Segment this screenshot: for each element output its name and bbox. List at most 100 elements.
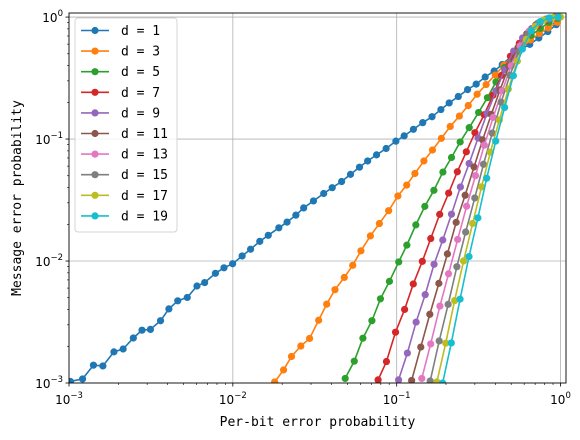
data-point bbox=[479, 160, 488, 168]
data-point bbox=[421, 291, 429, 299]
data-point bbox=[442, 339, 450, 347]
data-point bbox=[99, 362, 107, 370]
data-point bbox=[469, 219, 477, 228]
data-point bbox=[183, 293, 191, 302]
data-point bbox=[220, 264, 228, 272]
data-point bbox=[463, 85, 472, 94]
data-point bbox=[445, 99, 453, 107]
data-point bbox=[256, 237, 264, 245]
data-point bbox=[439, 168, 447, 176]
data-point bbox=[462, 148, 470, 156]
data-point bbox=[300, 204, 308, 212]
data-point bbox=[454, 92, 462, 101]
data-point bbox=[443, 250, 452, 258]
data-point bbox=[401, 305, 409, 314]
data-point bbox=[409, 125, 418, 133]
data-point bbox=[315, 316, 323, 324]
legend-label: d = 7 bbox=[121, 86, 160, 101]
data-point bbox=[420, 157, 428, 165]
data-point bbox=[430, 186, 438, 194]
data-point bbox=[483, 94, 492, 102]
data-point bbox=[78, 375, 87, 383]
data-point bbox=[138, 326, 146, 334]
data-point bbox=[165, 305, 173, 313]
data-point bbox=[368, 317, 376, 325]
data-point bbox=[427, 234, 435, 243]
data-point bbox=[451, 296, 459, 305]
data-point bbox=[409, 280, 417, 288]
data-point bbox=[509, 72, 517, 80]
data-point bbox=[375, 219, 383, 228]
legend-swatch-marker bbox=[91, 109, 99, 117]
data-point bbox=[471, 172, 480, 180]
data-point bbox=[338, 177, 346, 186]
data-point bbox=[454, 235, 462, 244]
legend-swatch-marker bbox=[91, 47, 99, 55]
data-point bbox=[456, 295, 464, 303]
data-point bbox=[482, 80, 490, 89]
data-point bbox=[156, 317, 165, 325]
data-point bbox=[412, 318, 420, 326]
data-point bbox=[518, 45, 526, 53]
legend-label: d = 3 bbox=[121, 45, 160, 60]
data-point bbox=[433, 378, 441, 383]
data-point bbox=[436, 210, 444, 218]
x-tick-label: 10−1 bbox=[383, 391, 411, 407]
data-point bbox=[483, 174, 491, 182]
data-point bbox=[292, 211, 300, 219]
data-point bbox=[376, 295, 385, 303]
legend-swatch-marker bbox=[91, 26, 99, 35]
data-point bbox=[357, 247, 365, 255]
data-point bbox=[355, 163, 364, 171]
data-point bbox=[470, 163, 478, 171]
data-point bbox=[283, 218, 291, 226]
data-point bbox=[297, 342, 305, 350]
data-point bbox=[554, 13, 562, 21]
series-d-1 bbox=[69, 21, 560, 383]
data-point bbox=[305, 334, 314, 343]
data-point bbox=[475, 108, 483, 117]
legend-item: d = 17 bbox=[81, 189, 168, 204]
data-point bbox=[445, 189, 453, 197]
x-tick-label: 10−2 bbox=[219, 391, 247, 407]
data-point bbox=[279, 366, 288, 374]
legend-item: d = 1 bbox=[81, 24, 160, 39]
data-point bbox=[246, 245, 255, 253]
legend-label: d = 13 bbox=[121, 148, 168, 163]
data-point bbox=[527, 27, 535, 35]
data-point bbox=[472, 80, 480, 88]
x-tick-label: 10−3 bbox=[55, 391, 83, 407]
legend-item: d = 13 bbox=[81, 148, 168, 163]
data-point bbox=[419, 119, 427, 127]
data-point bbox=[417, 343, 425, 351]
data-point bbox=[452, 218, 460, 226]
data-point bbox=[427, 340, 435, 348]
legend-swatch-marker bbox=[91, 88, 99, 96]
data-point bbox=[391, 328, 400, 336]
data-point bbox=[340, 273, 348, 282]
data-point bbox=[146, 325, 155, 334]
data-point bbox=[392, 137, 400, 145]
data-point bbox=[382, 357, 391, 366]
data-point bbox=[447, 210, 456, 218]
data-point bbox=[453, 168, 461, 176]
y-tick-label: 100 bbox=[42, 9, 63, 25]
series-d-19 bbox=[439, 13, 562, 383]
data-point bbox=[426, 377, 434, 383]
data-point bbox=[501, 103, 509, 112]
data-point bbox=[489, 113, 497, 121]
data-point bbox=[480, 141, 488, 149]
data-point bbox=[129, 334, 137, 342]
data-point bbox=[477, 183, 486, 191]
data-point bbox=[426, 310, 434, 318]
legend: d = 1 d = 3 d = 5 d = 7 d = 9 d = 11 d = 13 d =… bbox=[74, 17, 178, 233]
data-point bbox=[447, 153, 456, 162]
y-axis-label: Message error probability bbox=[10, 100, 25, 296]
data-point bbox=[350, 357, 358, 365]
legend-label: d = 17 bbox=[121, 189, 168, 204]
data-point bbox=[471, 129, 479, 137]
data-point bbox=[366, 232, 374, 240]
data-point bbox=[492, 137, 500, 145]
